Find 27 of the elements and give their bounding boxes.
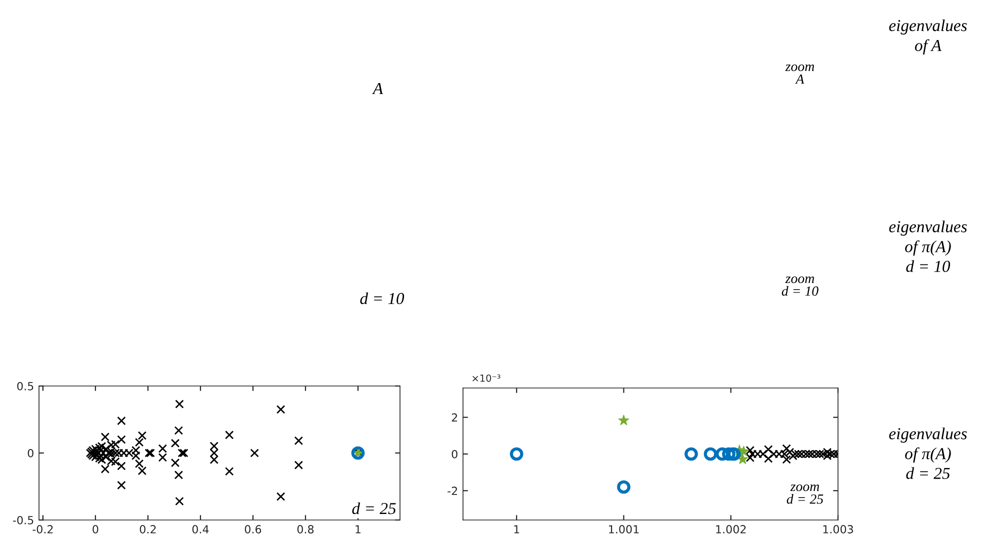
annotation: d = 25 bbox=[352, 502, 396, 514]
text: zoom d = 10 bbox=[782, 276, 818, 296]
x-tick-label: 1.003 bbox=[823, 525, 854, 534]
y-tick-label: 0 bbox=[28, 448, 34, 458]
text: eigenvalues of A bbox=[889, 19, 967, 55]
annotation: zoom d = 25 bbox=[786, 484, 824, 504]
x-tick-label: 1.001 bbox=[609, 525, 639, 534]
y-tick-label: -2 bbox=[448, 486, 458, 495]
text: zoom A bbox=[785, 64, 814, 84]
y-tick-label: -0.5 bbox=[13, 516, 34, 524]
x-tick-label: 0.2 bbox=[140, 525, 156, 534]
text: A bbox=[372, 83, 384, 94]
y-tick-label: 2 bbox=[452, 413, 458, 422]
text: eigenvalues of π(A) d = 10 bbox=[889, 220, 967, 272]
x-tick-label: 1 bbox=[514, 525, 520, 534]
x-tick-label: 0 bbox=[92, 525, 98, 534]
text: ×10⁻³ bbox=[472, 374, 500, 382]
x-tick-label: 0.4 bbox=[192, 525, 209, 534]
text: eigenvalues of π(A) d = 25 bbox=[889, 428, 967, 480]
text: d = 10 bbox=[360, 292, 404, 304]
y-tick-label: 0 bbox=[452, 450, 458, 458]
x-tick-label: 0.6 bbox=[244, 525, 262, 534]
x-tick-label: 0.8 bbox=[297, 525, 314, 534]
x-tick-label: 1 bbox=[356, 525, 360, 534]
x-tick-label: 1.002 bbox=[716, 525, 746, 534]
y-tick-label: 0.5 bbox=[17, 382, 34, 390]
x-tick-label: -0.2 bbox=[32, 525, 53, 534]
